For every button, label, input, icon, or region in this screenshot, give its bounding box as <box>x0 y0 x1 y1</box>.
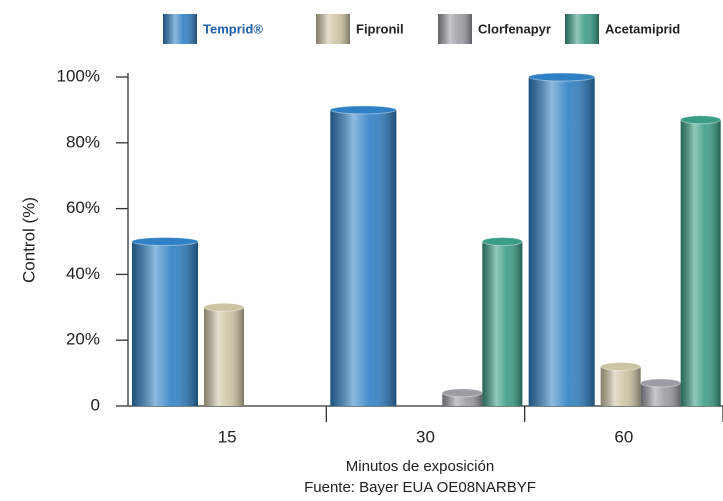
source-note: Fuente: Bayer EUA OE08NARBYF <box>304 479 536 496</box>
legend-swatch-shade <box>316 14 350 44</box>
bar-cap <box>481 237 523 246</box>
y-axis-title: Control (%) <box>19 197 38 283</box>
y-tick-label: 40% <box>66 264 100 283</box>
legend-swatch-shade <box>438 14 472 44</box>
legend-swatch-shade <box>565 14 599 44</box>
legend-label: Fipronil <box>356 21 404 36</box>
legend-label: Clorfenapyr <box>478 21 551 36</box>
y-tick-label: 100% <box>57 66 100 85</box>
bar-cap <box>640 378 682 388</box>
y-tick-label: 80% <box>66 132 100 151</box>
y-tick-label: 60% <box>66 198 100 217</box>
bar-shade <box>528 77 595 406</box>
bar-shade <box>330 109 397 407</box>
bar-shade <box>482 241 523 406</box>
bar-shade <box>600 366 641 406</box>
bar-shade <box>204 307 244 406</box>
y-tick-label: 20% <box>66 330 100 349</box>
bar-cap <box>600 362 642 372</box>
bar-cap <box>203 302 245 312</box>
x-tick-label: 15 <box>218 427 237 446</box>
x-axis-title: Minutos de exposición <box>346 458 494 475</box>
x-tick-label: 60 <box>614 427 633 446</box>
legend-swatch-shade <box>163 14 197 44</box>
bar-cap <box>680 115 722 125</box>
bar-cap <box>131 237 199 246</box>
x-tick-label: 30 <box>416 427 435 446</box>
bar-shade <box>132 241 198 406</box>
bar-shade <box>680 119 721 407</box>
bar-cap <box>441 388 483 398</box>
legend-label: Acetamiprid <box>605 21 680 36</box>
legend-label: Temprid® <box>203 21 263 36</box>
y-tick-label: 0 <box>91 395 100 414</box>
bar-shade <box>640 382 681 406</box>
bar-cap <box>329 105 397 115</box>
bar-cap <box>528 72 596 82</box>
